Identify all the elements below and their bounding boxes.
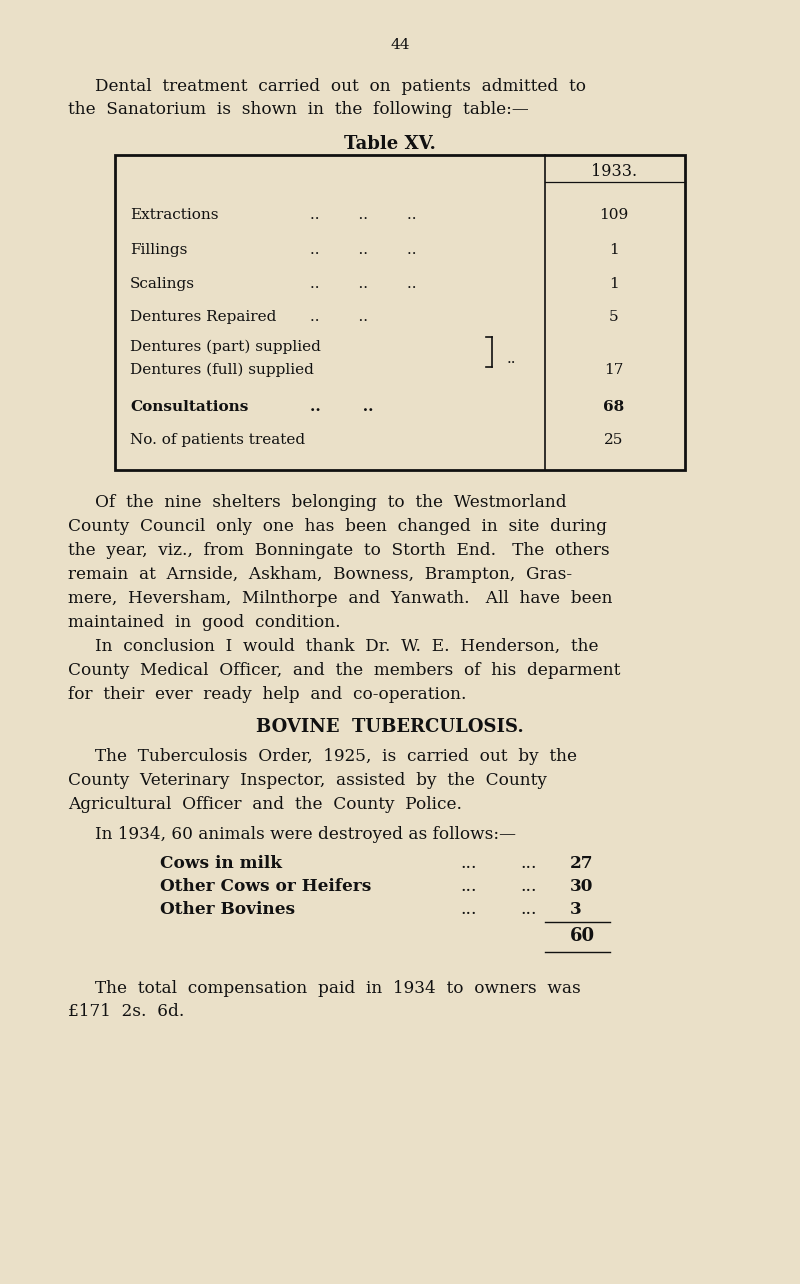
Text: 25: 25	[604, 433, 624, 447]
Text: 5: 5	[609, 309, 619, 324]
Text: The  total  compensation  paid  in  1934  to  owners  was: The total compensation paid in 1934 to o…	[95, 980, 581, 996]
Text: Extractions: Extractions	[130, 208, 218, 222]
Text: Scalings: Scalings	[130, 277, 195, 291]
Text: remain  at  Arnside,  Askham,  Bowness,  Brampton,  Gras-: remain at Arnside, Askham, Bowness, Bram…	[68, 566, 572, 583]
Text: 1: 1	[609, 277, 619, 291]
Text: County  Council  only  one  has  been  changed  in  site  during: County Council only one has been changed…	[68, 517, 607, 535]
Text: BOVINE  TUBERCULOSIS.: BOVINE TUBERCULOSIS.	[256, 718, 524, 736]
Text: Dentures (part) supplied: Dentures (part) supplied	[130, 340, 321, 354]
Text: maintained  in  good  condition.: maintained in good condition.	[68, 614, 341, 630]
Text: ..        ..        ..: .. .. ..	[310, 277, 417, 291]
Text: ...: ...	[460, 855, 477, 872]
Text: ...: ...	[460, 901, 477, 918]
Text: the  year,  viz.,  from  Bonningate  to  Storth  End.   The  others: the year, viz., from Bonningate to Stort…	[68, 542, 610, 559]
Text: The  Tuberculosis  Order,  1925,  is  carried  out  by  the: The Tuberculosis Order, 1925, is carried…	[95, 749, 577, 765]
Text: 1933.: 1933.	[591, 163, 637, 180]
Text: ..        ..        ..: .. .. ..	[310, 243, 417, 257]
Text: ...: ...	[520, 878, 537, 895]
Text: ..        ..        ..: .. .. ..	[310, 208, 417, 222]
Text: ..        ..: .. ..	[310, 309, 368, 324]
Text: County  Medical  Officer,  and  the  members  of  his  deparment: County Medical Officer, and the members …	[68, 663, 620, 679]
Text: 27: 27	[570, 855, 594, 872]
Text: ..        ..: .. ..	[310, 401, 374, 413]
Text: the  Sanatorium  is  shown  in  the  following  table:—: the Sanatorium is shown in the following…	[68, 101, 529, 118]
Text: for  their  ever  ready  help  and  co-operation.: for their ever ready help and co-operati…	[68, 686, 466, 704]
Text: ...: ...	[520, 855, 537, 872]
Bar	[115, 155, 685, 470]
Text: mere,  Heversham,  Milnthorpe  and  Yanwath.   All  have  been: mere, Heversham, Milnthorpe and Yanwath.…	[68, 591, 613, 607]
Text: £171  2s.  6d.: £171 2s. 6d.	[68, 1003, 184, 1019]
Text: Agricultural  Officer  and  the  County  Police.: Agricultural Officer and the County Poli…	[68, 796, 462, 813]
Text: No. of patients treated: No. of patients treated	[130, 433, 305, 447]
Text: 109: 109	[599, 208, 629, 222]
Text: 17: 17	[604, 363, 624, 377]
Text: 44: 44	[390, 39, 410, 51]
Text: 30: 30	[570, 878, 594, 895]
Text: Cows in milk: Cows in milk	[160, 855, 282, 872]
Text: In 1934, 60 animals were destroyed as follows:—: In 1934, 60 animals were destroyed as fo…	[95, 826, 516, 844]
Text: ..: ..	[507, 352, 517, 366]
Text: In  conclusion  I  would  thank  Dr.  W.  E.  Henderson,  the: In conclusion I would thank Dr. W. E. He…	[95, 638, 598, 655]
Text: Dentures Repaired: Dentures Repaired	[130, 309, 276, 324]
Text: Consultations: Consultations	[130, 401, 248, 413]
Text: Table XV.: Table XV.	[344, 135, 436, 153]
Text: County  Veterinary  Inspector,  assisted  by  the  County: County Veterinary Inspector, assisted by…	[68, 772, 547, 788]
Text: Other Bovines: Other Bovines	[160, 901, 295, 918]
Text: 3: 3	[570, 901, 582, 918]
Text: 60: 60	[570, 927, 595, 945]
Text: Dental  treatment  carried  out  on  patients  admitted  to: Dental treatment carried out on patients…	[95, 78, 586, 95]
Text: Dentures (full) supplied: Dentures (full) supplied	[130, 363, 314, 377]
Text: ...: ...	[520, 901, 537, 918]
Text: Fillings: Fillings	[130, 243, 187, 257]
Text: 1: 1	[609, 243, 619, 257]
Text: ...: ...	[460, 878, 477, 895]
Text: Other Cows or Heifers: Other Cows or Heifers	[160, 878, 371, 895]
Text: 68: 68	[603, 401, 625, 413]
Text: Of  the  nine  shelters  belonging  to  the  Westmorland: Of the nine shelters belonging to the We…	[95, 494, 566, 511]
